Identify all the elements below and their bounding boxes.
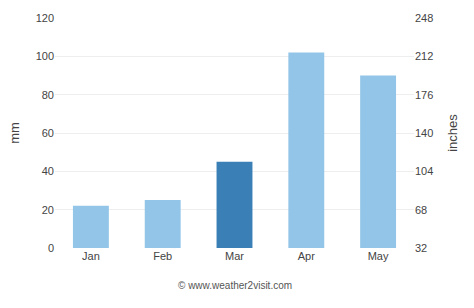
- svg-text:248: 248: [415, 12, 433, 24]
- svg-text:212: 212: [415, 50, 433, 62]
- svg-text:Jan: Jan: [82, 250, 100, 262]
- svg-text:0: 0: [48, 242, 54, 254]
- svg-text:104: 104: [415, 165, 433, 177]
- svg-text:140: 140: [415, 127, 433, 139]
- svg-text:68: 68: [415, 204, 427, 216]
- svg-text:Mar: Mar: [225, 250, 244, 262]
- svg-text:Feb: Feb: [153, 250, 172, 262]
- svg-text:100: 100: [36, 50, 54, 62]
- svg-text:inches: inches: [445, 114, 460, 152]
- svg-text:120: 120: [36, 12, 54, 24]
- svg-text:20: 20: [42, 204, 54, 216]
- svg-text:80: 80: [42, 89, 54, 101]
- svg-text:60: 60: [42, 127, 54, 139]
- svg-text:May: May: [368, 250, 389, 262]
- svg-text:32: 32: [415, 242, 427, 254]
- svg-text:Apr: Apr: [298, 250, 315, 262]
- svg-text:40: 40: [42, 165, 54, 177]
- svg-text:© www.weather2visit.com: © www.weather2visit.com: [178, 280, 292, 291]
- svg-text:176: 176: [415, 89, 433, 101]
- svg-text:mm: mm: [7, 122, 22, 144]
